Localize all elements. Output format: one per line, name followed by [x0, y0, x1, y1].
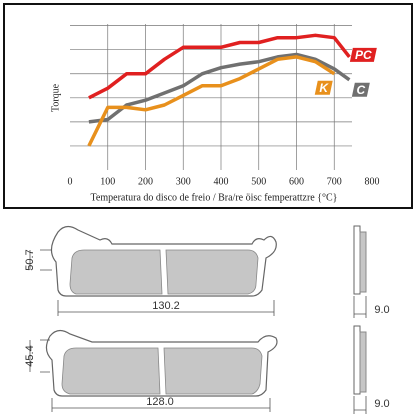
dimension-label: 50.7 — [24, 249, 36, 270]
x-tick-label: 300 — [176, 176, 191, 187]
dimension-lines — [29, 339, 271, 412]
plot: 0 100 200 300 400 500 600 700 800 PC C K — [68, 24, 380, 187]
side-view — [353, 325, 361, 395]
side-view — [353, 225, 361, 295]
dimension-lines — [353, 396, 367, 414]
x-tick-label: 0 — [68, 176, 73, 187]
legend-swatch — [314, 80, 333, 95]
legend-label: C — [357, 83, 366, 97]
y-axis-label: Torque — [50, 83, 61, 112]
dimension-label: 45.4 — [24, 345, 36, 366]
dimension-lines — [353, 296, 367, 318]
x-tick-label: 800 — [365, 176, 380, 187]
x-axis-label: Temperatura do disco de freio / Bra/re ö… — [91, 192, 338, 203]
dimension-lines — [29, 249, 275, 316]
x-tick-label: 500 — [251, 176, 266, 187]
series-line — [87, 55, 336, 147]
legend-swatch — [351, 82, 370, 97]
chart-frame — [3, 3, 413, 209]
legend-label: PC — [355, 48, 372, 62]
friction-block — [163, 347, 263, 395]
legend-label: K — [319, 81, 329, 95]
side-view-pad — [359, 331, 367, 393]
legend-swatch — [349, 47, 377, 62]
friction-block — [69, 249, 163, 295]
series-line — [88, 33, 351, 100]
series-line — [88, 52, 351, 124]
friction-block — [165, 249, 259, 295]
dimension-label: 130.2 — [152, 300, 180, 312]
friction-block — [61, 347, 161, 395]
dimension-label: 128.0 — [146, 396, 174, 408]
x-tick-label: 400 — [214, 176, 229, 187]
side-view-pad — [359, 231, 367, 293]
x-tick-label: 600 — [289, 176, 304, 187]
dimension-label: 9.0 — [374, 304, 389, 316]
dimension-label: 9.0 — [374, 398, 389, 410]
x-tick-label: 200 — [138, 176, 153, 187]
x-tick-label: 700 — [327, 176, 342, 187]
x-tick-label: 100 — [100, 176, 115, 187]
